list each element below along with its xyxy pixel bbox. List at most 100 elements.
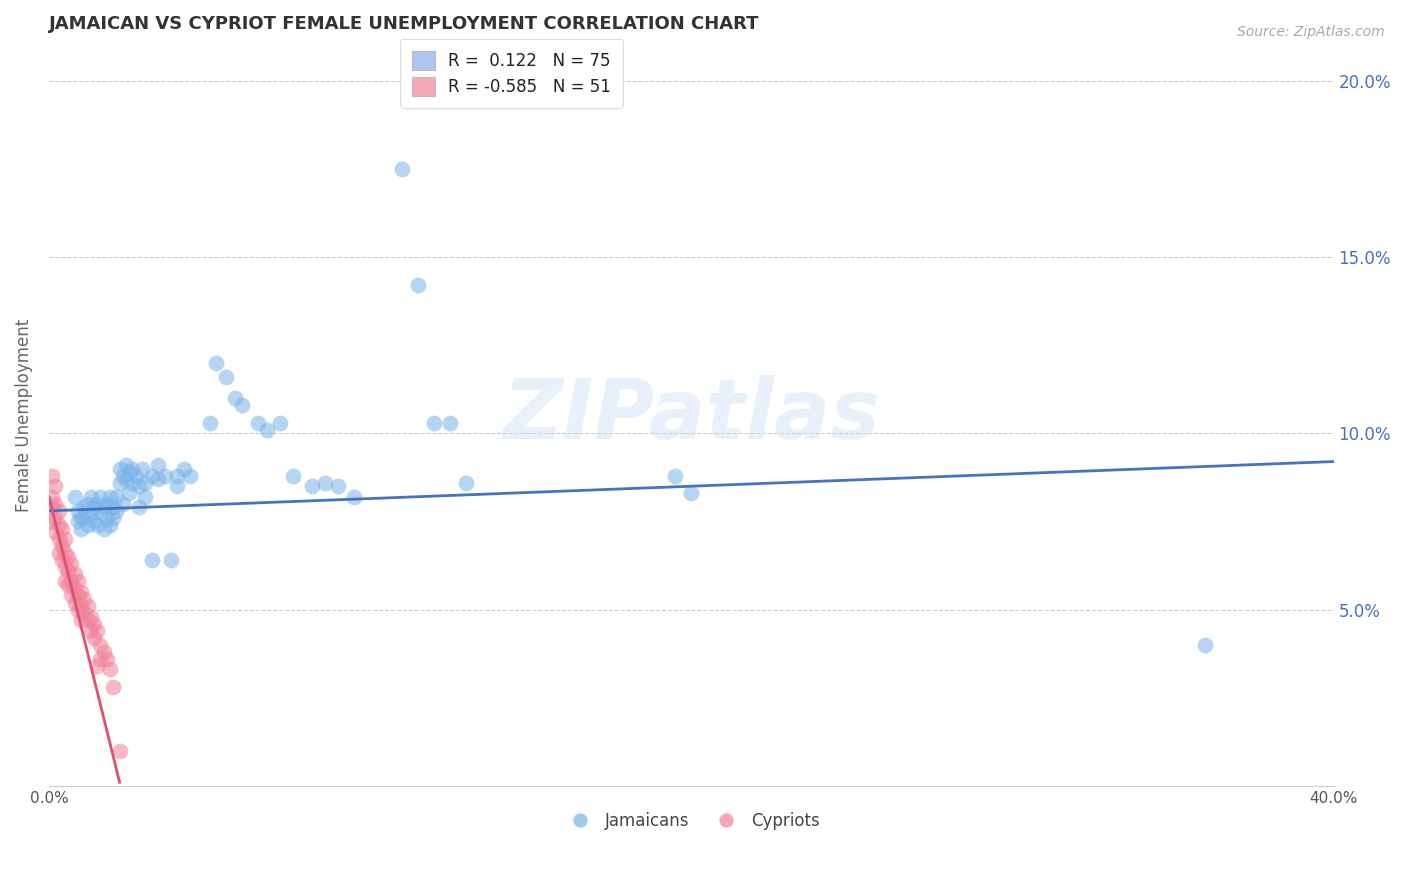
- Point: [173, 461, 195, 475]
- Point: [108, 743, 131, 757]
- Point: [70, 613, 93, 627]
- Point: [111, 497, 134, 511]
- Point: [93, 645, 115, 659]
- Point: [121, 461, 143, 475]
- Point: [179, 468, 201, 483]
- Point: [246, 416, 269, 430]
- Point: [134, 490, 156, 504]
- Point: [214, 370, 236, 384]
- Point: [53, 546, 76, 560]
- Point: [70, 599, 93, 613]
- Point: [1194, 638, 1216, 652]
- Point: [58, 549, 80, 564]
- Point: [80, 508, 103, 522]
- Point: [146, 472, 169, 486]
- Text: JAMAICAN VS CYPRIOT FEMALE UNEMPLOYMENT CORRELATION CHART: JAMAICAN VS CYPRIOT FEMALE UNEMPLOYMENT …: [49, 15, 759, 33]
- Point: [51, 521, 73, 535]
- Point: [66, 602, 89, 616]
- Point: [128, 500, 150, 515]
- Point: [89, 490, 111, 504]
- Point: [423, 416, 446, 430]
- Point: [66, 589, 89, 603]
- Point: [53, 574, 76, 589]
- Point: [256, 423, 278, 437]
- Point: [281, 468, 304, 483]
- Text: ZIPatlas: ZIPatlas: [502, 376, 880, 456]
- Point: [73, 500, 96, 515]
- Point: [408, 278, 430, 293]
- Point: [141, 468, 163, 483]
- Point: [48, 518, 70, 533]
- Point: [231, 398, 253, 412]
- Point: [269, 416, 291, 430]
- Point: [153, 468, 176, 483]
- Point: [105, 504, 128, 518]
- Point: [44, 524, 66, 539]
- Point: [198, 416, 221, 430]
- Point: [44, 511, 66, 525]
- Point: [86, 518, 108, 533]
- Point: [343, 490, 366, 504]
- Point: [58, 564, 80, 578]
- Point: [41, 515, 63, 529]
- Point: [103, 511, 125, 525]
- Point: [44, 497, 66, 511]
- Point: [121, 475, 143, 490]
- Point: [89, 652, 111, 666]
- Point: [80, 609, 103, 624]
- Point: [103, 680, 125, 694]
- Point: [118, 486, 141, 500]
- Point: [76, 613, 98, 627]
- Point: [141, 553, 163, 567]
- Point: [63, 490, 86, 504]
- Y-axis label: Female Unemployment: Female Unemployment: [15, 319, 32, 512]
- Point: [83, 631, 105, 645]
- Point: [664, 468, 686, 483]
- Point: [111, 468, 134, 483]
- Point: [108, 475, 131, 490]
- Point: [115, 472, 138, 486]
- Point: [93, 500, 115, 515]
- Point: [76, 599, 98, 613]
- Point: [118, 465, 141, 479]
- Point: [76, 497, 98, 511]
- Point: [131, 461, 153, 475]
- Point: [70, 585, 93, 599]
- Point: [89, 508, 111, 522]
- Point: [80, 490, 103, 504]
- Point: [103, 500, 125, 515]
- Point: [96, 511, 118, 525]
- Point: [439, 416, 461, 430]
- Point: [80, 624, 103, 638]
- Point: [63, 595, 86, 609]
- Point: [63, 582, 86, 596]
- Point: [73, 606, 96, 620]
- Point: [66, 515, 89, 529]
- Point: [51, 553, 73, 567]
- Point: [134, 475, 156, 490]
- Point: [301, 479, 323, 493]
- Point: [66, 574, 89, 589]
- Point: [53, 560, 76, 574]
- Point: [391, 161, 413, 176]
- Point: [63, 567, 86, 582]
- Point: [146, 458, 169, 472]
- Point: [41, 500, 63, 515]
- Point: [66, 504, 89, 518]
- Point: [98, 663, 121, 677]
- Point: [48, 546, 70, 560]
- Text: Source: ZipAtlas.com: Source: ZipAtlas.com: [1237, 25, 1385, 39]
- Point: [125, 468, 148, 483]
- Point: [115, 458, 138, 472]
- Point: [86, 659, 108, 673]
- Point: [166, 479, 188, 493]
- Point: [314, 475, 336, 490]
- Point: [160, 553, 183, 567]
- Point: [86, 497, 108, 511]
- Point: [98, 518, 121, 533]
- Point: [48, 504, 70, 518]
- Point: [108, 461, 131, 475]
- Point: [128, 479, 150, 493]
- Point: [681, 486, 703, 500]
- Point: [96, 652, 118, 666]
